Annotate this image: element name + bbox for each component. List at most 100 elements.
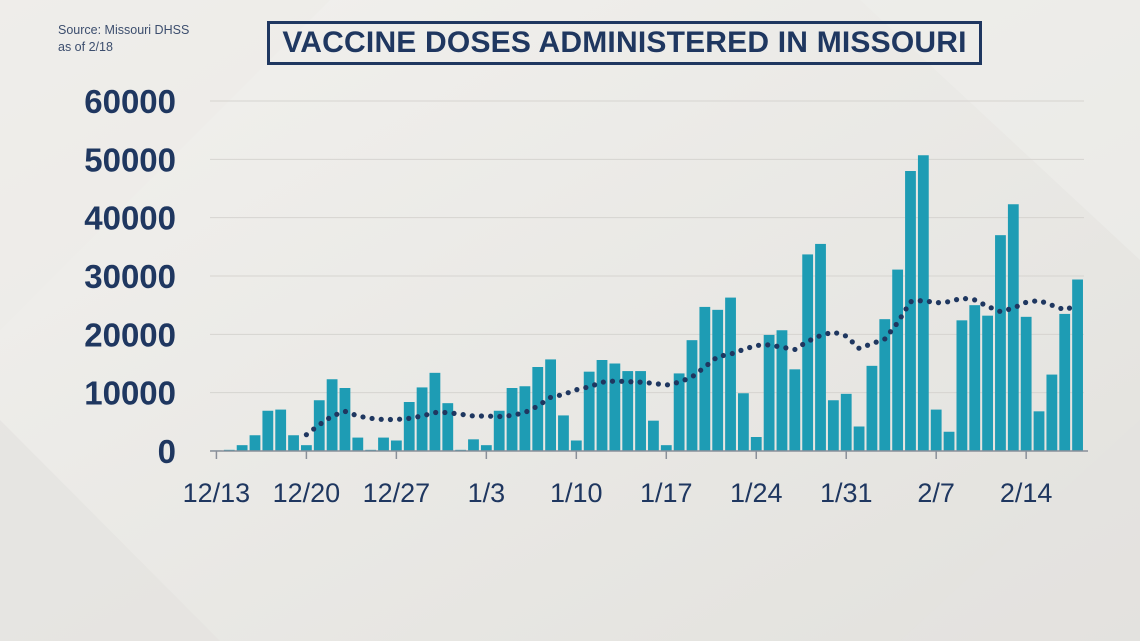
average-dot bbox=[935, 300, 942, 306]
average-dot bbox=[792, 346, 798, 353]
average-dot bbox=[318, 420, 324, 427]
data-bar bbox=[827, 400, 839, 451]
average-dot bbox=[849, 339, 855, 345]
data-bar bbox=[853, 426, 865, 451]
data-bar bbox=[840, 393, 852, 451]
y-tick-label: 30000 bbox=[84, 258, 176, 295]
source-line: Source: Missouri DHSS bbox=[58, 23, 190, 37]
average-dot bbox=[664, 382, 671, 388]
data-bar bbox=[892, 269, 904, 451]
average-dot bbox=[698, 367, 704, 373]
data-bar bbox=[558, 415, 569, 451]
average-dot bbox=[532, 404, 538, 411]
average-dot bbox=[387, 416, 394, 423]
data-bar bbox=[969, 305, 981, 451]
average-dot bbox=[842, 333, 849, 339]
x-tick-label: 12/20 bbox=[273, 478, 341, 508]
average-dot bbox=[953, 297, 960, 303]
average-dot bbox=[755, 342, 762, 348]
average-dot bbox=[506, 413, 512, 419]
average-dot bbox=[864, 342, 871, 348]
data-bar bbox=[995, 235, 1006, 451]
average-dot bbox=[424, 412, 430, 418]
data-bar bbox=[352, 437, 364, 451]
data-bar bbox=[699, 306, 711, 451]
data-bar bbox=[480, 445, 492, 451]
data-bar bbox=[905, 171, 916, 451]
y-tick-label: 60000 bbox=[84, 83, 176, 120]
average-dot bbox=[378, 416, 384, 422]
average-dot bbox=[460, 411, 466, 418]
y-tick-label: 50000 bbox=[84, 141, 176, 178]
data-bar bbox=[686, 340, 698, 451]
average-dot bbox=[1040, 299, 1047, 305]
data-bar bbox=[763, 334, 775, 451]
average-dot bbox=[540, 399, 546, 406]
data-bar bbox=[275, 409, 287, 451]
data-bar bbox=[390, 440, 402, 451]
x-tick-label: 1/17 bbox=[640, 478, 693, 508]
average-dot bbox=[547, 394, 554, 401]
x-tick-label: 12/13 bbox=[183, 478, 251, 508]
average-dot bbox=[442, 409, 448, 416]
average-dot bbox=[808, 337, 814, 343]
data-bar bbox=[776, 330, 788, 451]
data-bar bbox=[262, 410, 274, 451]
average-dot bbox=[574, 387, 580, 393]
data-bar bbox=[326, 379, 338, 451]
data-bar bbox=[442, 403, 454, 451]
average-dot bbox=[712, 356, 718, 362]
data-bar bbox=[917, 155, 929, 451]
x-tick-label: 1/24 bbox=[730, 478, 783, 508]
average-dot bbox=[705, 361, 711, 368]
data-bar bbox=[596, 360, 608, 451]
average-dot bbox=[747, 344, 753, 351]
average-dot bbox=[524, 408, 530, 415]
average-dot bbox=[774, 343, 780, 349]
average-dot bbox=[478, 413, 485, 419]
average-dot bbox=[1049, 302, 1055, 308]
chart-title-box: VACCINE DOSES ADMINISTERED IN MISSOURI bbox=[267, 21, 982, 65]
average-dot bbox=[893, 321, 899, 328]
y-tick-label: 20000 bbox=[84, 316, 176, 353]
data-bar bbox=[249, 435, 261, 451]
average-dot bbox=[980, 301, 986, 307]
average-dot bbox=[556, 392, 563, 398]
average-dot bbox=[825, 330, 831, 337]
data-bar bbox=[583, 371, 595, 451]
average-dot bbox=[515, 411, 521, 417]
average-dot bbox=[738, 347, 744, 353]
average-dot bbox=[451, 410, 457, 416]
average-dot bbox=[415, 414, 421, 420]
data-bar bbox=[493, 410, 505, 451]
average-dot bbox=[600, 379, 606, 385]
average-dot bbox=[1023, 299, 1029, 306]
x-tick-label: 1/31 bbox=[820, 478, 873, 508]
data-bar bbox=[545, 359, 557, 451]
data-bar bbox=[378, 437, 389, 451]
data-bar bbox=[519, 386, 531, 451]
average-dot bbox=[908, 299, 914, 305]
data-bar bbox=[416, 387, 428, 451]
data-bar bbox=[288, 435, 299, 451]
y-tick-label: 0 bbox=[158, 433, 176, 470]
data-bar bbox=[570, 440, 582, 451]
average-dot bbox=[433, 409, 439, 416]
average-dot bbox=[997, 308, 1003, 314]
average-dot bbox=[334, 411, 340, 417]
average-dot bbox=[765, 342, 771, 348]
data-bar bbox=[815, 243, 826, 451]
data-bar bbox=[725, 297, 736, 451]
average-dot bbox=[903, 306, 909, 312]
data-bar bbox=[468, 439, 479, 451]
average-dot bbox=[917, 298, 923, 304]
data-bar bbox=[1020, 316, 1032, 451]
average-dot bbox=[729, 350, 735, 357]
data-bar bbox=[802, 254, 814, 451]
average-dot bbox=[469, 413, 475, 419]
y-tick-label: 40000 bbox=[84, 200, 176, 237]
average-dot bbox=[816, 333, 822, 339]
average-dot bbox=[962, 296, 969, 302]
data-bar bbox=[403, 402, 415, 451]
average-dot bbox=[882, 336, 888, 342]
